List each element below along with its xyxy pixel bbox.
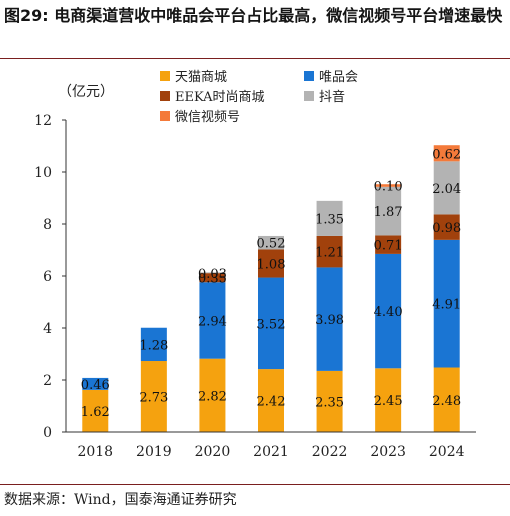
bar-segment [316,235,343,268]
x-tick-label: 2021 [253,444,289,460]
legend-swatch [160,91,170,101]
bar-segment [258,369,284,432]
data-label: 1.35 [315,212,344,227]
bar-segment [82,377,109,390]
data-label: 3.98 [315,313,344,328]
x-tick-label: 2018 [77,444,113,460]
data-label: 2.35 [315,395,344,410]
data-label: 1.21 [315,246,344,261]
bar-segment [433,214,460,240]
title-divider [0,58,510,59]
data-label: 2.73 [139,391,168,406]
bar-segment [258,235,284,250]
bar-segment [375,368,402,432]
bar-segment [82,389,109,432]
source-note: 数据来源：Wind，国泰海通证券研究 [4,492,237,508]
legend-label: 微信视频号 [175,110,240,125]
data-label: 1.87 [374,205,403,220]
data-labels: 1.62 0.46 2.73 1.28 2.82 2.94 0.350.03 2.42 3.52… [81,147,461,420]
x-tick-label: 2019 [136,444,172,460]
data-label: 2.94 [198,314,227,329]
legend-swatch [160,111,170,121]
y-tick-label: 2 [43,373,52,389]
data-label: 2.42 [257,395,286,410]
legend-label: EEKA时尚商城 [175,90,265,105]
x-tick-label: 2023 [370,444,406,460]
y-tick-label: 10 [34,165,52,181]
data-label: 0.10 [374,180,403,195]
bar-segment [433,145,460,162]
source-divider [0,484,510,485]
data-label: 1.08 [257,258,286,273]
bar-segment [433,239,460,368]
x-tick-label: 2024 [429,444,465,460]
data-label: 4.40 [374,305,403,320]
y-tick-label: 12 [34,113,52,129]
legend-swatch [304,71,314,81]
legend-label: 抖音 [319,89,345,105]
bar-segment [375,253,402,369]
y-tick-label: 6 [43,269,52,285]
bar-segment [433,161,460,215]
legend-swatch [160,71,170,81]
y-tick-label: 8 [43,217,52,233]
data-label: 3.52 [257,317,286,332]
data-label: 1.62 [81,405,110,420]
bar-segment [199,282,226,359]
data-label: 0.35 [198,272,227,287]
bar-segment [316,200,343,236]
bar-segment [375,235,402,254]
data-label: 0.71 [374,239,403,254]
y-tick-label: 0 [43,425,52,441]
stacked-bar-chart: 1.62 0.46 2.73 1.28 2.82 2.94 0.350.03 2.42 3.52… [34,70,476,460]
y-axis-unit: （亿元） [58,84,114,100]
legend-swatch [304,91,314,101]
data-label: 0.46 [81,378,110,393]
bar-segment [140,361,167,432]
data-label: 0.98 [432,221,461,236]
data-label: 2.04 [432,182,461,197]
bar-segment [140,327,167,362]
bar-segment [375,184,402,187]
bars [82,145,460,432]
data-label: 4.91 [432,298,461,313]
bar-segment [199,358,226,432]
bar-segment [199,272,226,274]
data-label: 0.03 [198,267,227,282]
bar-segment [258,277,284,370]
legend-label: 天猫商城 [175,70,227,85]
data-label: 2.45 [374,394,403,409]
bar-segment [316,370,343,432]
bar-segment [433,367,460,432]
x-tick-label: 2020 [195,444,231,460]
data-label: 2.82 [198,389,227,404]
bar-segment [199,273,226,283]
data-label: 1.28 [139,338,168,353]
data-label: 0.52 [257,237,286,252]
data-label: 2.48 [432,394,461,409]
data-label: 0.62 [432,147,461,162]
x-tick-label: 2022 [312,444,348,460]
bar-segment [316,267,343,371]
y-tick-label: 4 [43,321,52,337]
axes: （亿元） 0 2 4 6 8 10 12 2018 2019 2020 2021 2022 2023 202… [34,84,476,460]
bar-segment [258,249,284,278]
figure-title: 图29: 电商渠道营收中唯品会平台占比最高，微信视频号平台增速最快 [4,6,503,25]
legend-label: 唯品会 [319,70,358,85]
bar-segment [375,186,402,236]
